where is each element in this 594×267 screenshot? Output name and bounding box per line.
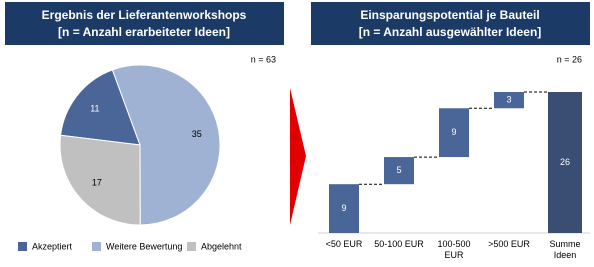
pie-slice [59, 134, 141, 226]
pie-slice [60, 69, 141, 146]
chart-subtitle: [n = Anzahl erarbeiteter Ideen] [58, 25, 230, 39]
value-label: 3 [506, 95, 511, 105]
arrow [290, 88, 306, 225]
note: n = 63 [251, 54, 276, 64]
chart-title: Einsparungspotential je Bauteil [360, 8, 539, 22]
bar [439, 108, 469, 158]
value-label: 11 [90, 104, 99, 114]
x-tick-label: >500 EUR [488, 239, 530, 249]
chart-title: Ergebnis der Lieferantenworkshops [42, 8, 247, 22]
total-bar [548, 92, 582, 233]
chart-subtitle: [n = Anzahl ausgewählter Ideen] [359, 25, 542, 39]
x-tick-label: Summe Ideen [549, 239, 581, 260]
legend-label: Akzeptiert [32, 241, 73, 251]
legend-label: Weitere Bewertung [106, 241, 182, 251]
header-box [5, 2, 284, 45]
note: n = 26 [557, 54, 582, 64]
legend-label: Abgelehnt [201, 241, 242, 251]
x-tick-label: 100-500 EUR [437, 239, 471, 260]
value-label: 26 [560, 157, 570, 167]
value-label: 17 [92, 178, 102, 188]
bar [384, 157, 414, 185]
value-label: 9 [451, 127, 456, 137]
bar [494, 92, 524, 109]
bar [329, 184, 359, 233]
x-tick-label: <50 EUR [325, 239, 363, 249]
legend-swatch [187, 242, 196, 251]
value-label: 9 [341, 203, 346, 213]
legend-swatch [92, 242, 101, 251]
x-tick-label: 50-100 EUR [374, 239, 424, 249]
header-box [311, 2, 590, 45]
value-label: 5 [396, 165, 401, 175]
value-label: 35 [192, 129, 202, 139]
pie-slice [111, 64, 221, 226]
legend-swatch [18, 242, 27, 251]
